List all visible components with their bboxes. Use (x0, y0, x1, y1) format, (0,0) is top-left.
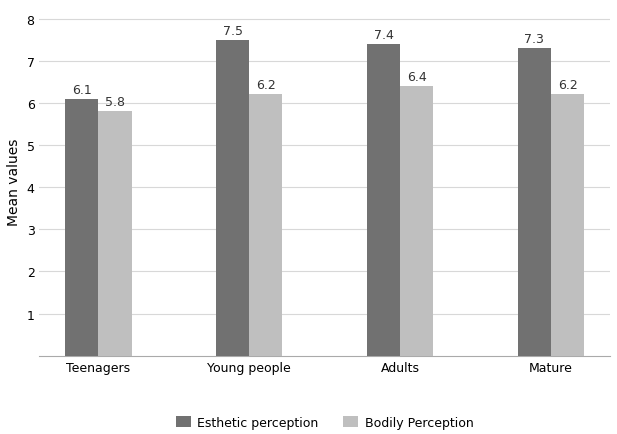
Text: 6.4: 6.4 (407, 71, 426, 84)
Bar (99, 112, 131, 356)
Bar (65, 99, 99, 356)
Text: 7.4: 7.4 (373, 29, 394, 42)
Text: 5.8: 5.8 (105, 96, 125, 109)
Text: 6.1: 6.1 (72, 83, 92, 96)
Text: 7.3: 7.3 (524, 33, 544, 46)
Text: 6.2: 6.2 (256, 79, 276, 92)
Legend: Esthetic perception, Bodily Perception: Esthetic perception, Bodily Perception (171, 411, 478, 434)
Text: 6.2: 6.2 (558, 79, 578, 92)
Text: 7.5: 7.5 (223, 25, 242, 38)
Y-axis label: Mean values: Mean values (7, 138, 21, 225)
Bar (367, 45, 400, 356)
Bar (551, 95, 584, 356)
Bar (400, 87, 433, 356)
Bar (518, 49, 551, 356)
Bar (216, 40, 249, 356)
Bar (249, 95, 283, 356)
